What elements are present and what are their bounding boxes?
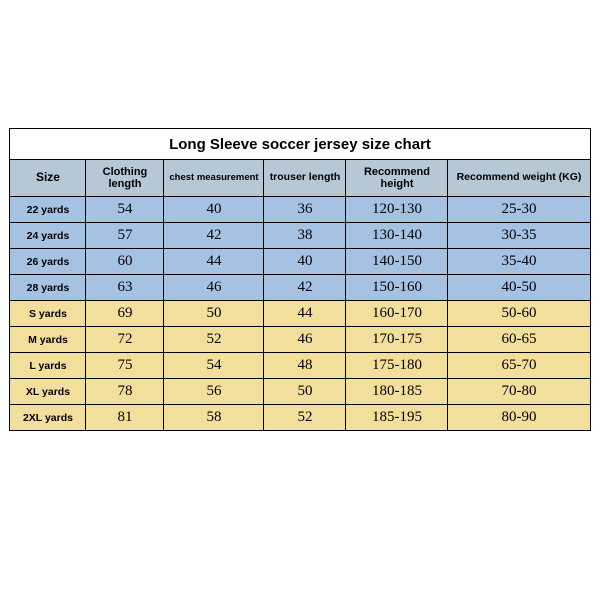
value-cell: 175-180 xyxy=(346,353,448,379)
size-chart-table: Long Sleeve soccer jersey size chart Siz… xyxy=(9,128,590,431)
value-cell: 42 xyxy=(264,275,346,301)
col-header-weight: Recommend weight (KG) xyxy=(448,160,590,197)
size-cell: 24 yards xyxy=(10,223,86,249)
value-cell: 52 xyxy=(164,327,264,353)
size-cell: L yards xyxy=(10,353,86,379)
value-cell: 40 xyxy=(264,249,346,275)
col-header-chest: chest measurement xyxy=(164,160,264,197)
value-cell: 75 xyxy=(86,353,164,379)
size-chart-container: Long Sleeve soccer jersey size chart Siz… xyxy=(0,0,600,431)
value-cell: 160-170 xyxy=(346,301,448,327)
value-cell: 60 xyxy=(86,249,164,275)
table-row: 24 yards 57 42 38 130-140 30-35 xyxy=(10,223,590,249)
value-cell: 40 xyxy=(164,197,264,223)
value-cell: 42 xyxy=(164,223,264,249)
value-cell: 58 xyxy=(164,405,264,431)
value-cell: 170-175 xyxy=(346,327,448,353)
col-header-trouser: trouser length xyxy=(264,160,346,197)
value-cell: 48 xyxy=(264,353,346,379)
value-cell: 140-150 xyxy=(346,249,448,275)
value-cell: 69 xyxy=(86,301,164,327)
value-cell: 50 xyxy=(164,301,264,327)
value-cell: 72 xyxy=(86,327,164,353)
value-cell: 36 xyxy=(264,197,346,223)
value-cell: 120-130 xyxy=(346,197,448,223)
value-cell: 70-80 xyxy=(448,379,590,405)
value-cell: 52 xyxy=(264,405,346,431)
table-row: L yards 75 54 48 175-180 65-70 xyxy=(10,353,590,379)
size-cell: S yards xyxy=(10,301,86,327)
value-cell: 30-35 xyxy=(448,223,590,249)
value-cell: 57 xyxy=(86,223,164,249)
value-cell: 44 xyxy=(264,301,346,327)
size-cell: 22 yards xyxy=(10,197,86,223)
table-row: M yards 72 52 46 170-175 60-65 xyxy=(10,327,590,353)
size-cell: XL yards xyxy=(10,379,86,405)
value-cell: 46 xyxy=(164,275,264,301)
table-row: S yards 69 50 44 160-170 50-60 xyxy=(10,301,590,327)
table-row: 28 yards 63 46 42 150-160 40-50 xyxy=(10,275,590,301)
chart-title: Long Sleeve soccer jersey size chart xyxy=(10,129,590,160)
size-cell: M yards xyxy=(10,327,86,353)
table-row: 2XL yards 81 58 52 185-195 80-90 xyxy=(10,405,590,431)
size-cell: 28 yards xyxy=(10,275,86,301)
value-cell: 56 xyxy=(164,379,264,405)
value-cell: 150-160 xyxy=(346,275,448,301)
value-cell: 38 xyxy=(264,223,346,249)
value-cell: 81 xyxy=(86,405,164,431)
value-cell: 180-185 xyxy=(346,379,448,405)
value-cell: 78 xyxy=(86,379,164,405)
size-cell: 2XL yards xyxy=(10,405,86,431)
value-cell: 46 xyxy=(264,327,346,353)
value-cell: 35-40 xyxy=(448,249,590,275)
value-cell: 44 xyxy=(164,249,264,275)
value-cell: 50 xyxy=(264,379,346,405)
table-row: 22 yards 54 40 36 120-130 25-30 xyxy=(10,197,590,223)
value-cell: 80-90 xyxy=(448,405,590,431)
col-header-clothing-length: Clothing length xyxy=(86,160,164,197)
size-cell: 26 yards xyxy=(10,249,86,275)
value-cell: 130-140 xyxy=(346,223,448,249)
header-row: Size Clothing length chest measurement t… xyxy=(10,160,590,197)
value-cell: 54 xyxy=(86,197,164,223)
col-header-height: Recommend height xyxy=(346,160,448,197)
title-row: Long Sleeve soccer jersey size chart xyxy=(10,129,590,160)
value-cell: 50-60 xyxy=(448,301,590,327)
table-row: 26 yards 60 44 40 140-150 35-40 xyxy=(10,249,590,275)
value-cell: 60-65 xyxy=(448,327,590,353)
value-cell: 25-30 xyxy=(448,197,590,223)
value-cell: 40-50 xyxy=(448,275,590,301)
value-cell: 63 xyxy=(86,275,164,301)
col-header-size: Size xyxy=(10,160,86,197)
table-row: XL yards 78 56 50 180-185 70-80 xyxy=(10,379,590,405)
value-cell: 65-70 xyxy=(448,353,590,379)
value-cell: 185-195 xyxy=(346,405,448,431)
value-cell: 54 xyxy=(164,353,264,379)
